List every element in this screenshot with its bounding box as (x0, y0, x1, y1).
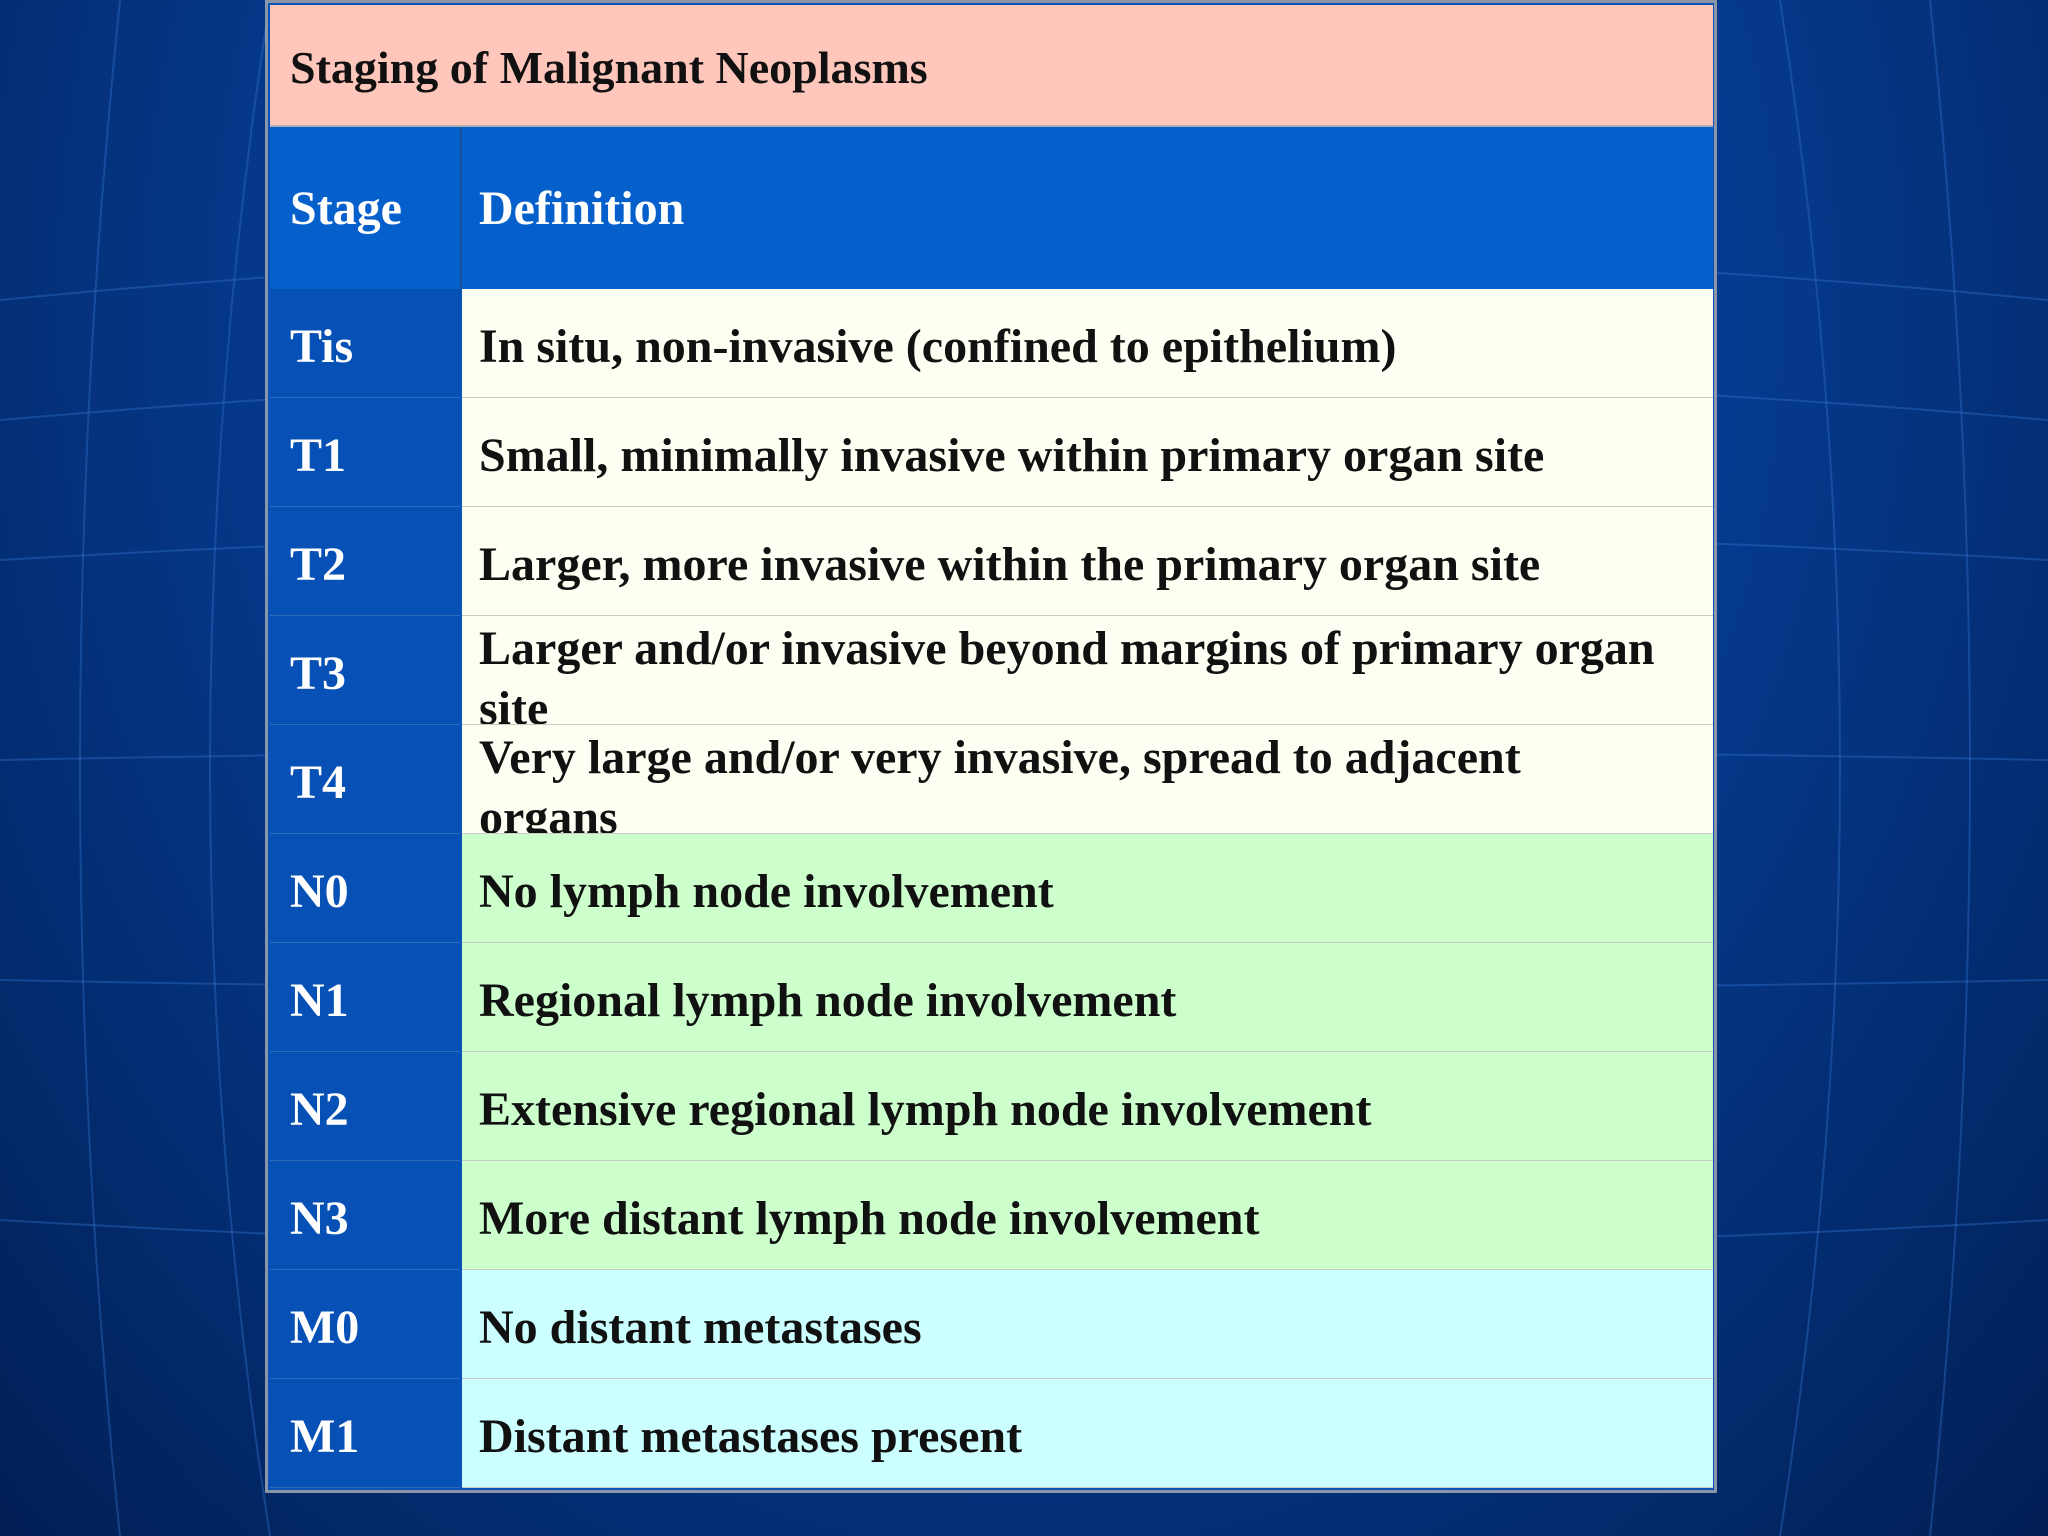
table-row: T3 Larger and/or invasive beyond margins… (270, 616, 1713, 725)
definition-cell: No distant metastases (462, 1270, 1713, 1379)
definition-text: In situ, non-invasive (confined to epith… (479, 320, 1397, 373)
stage-label: M0 (290, 1301, 360, 1354)
definition-text: No lymph node involvement (479, 865, 1054, 918)
definition-cell: No lymph node involvement (462, 834, 1713, 943)
stage-label: N0 (290, 865, 349, 918)
definition-cell: Very large and/or very invasive, spread … (462, 725, 1713, 834)
stage-label: T1 (290, 429, 347, 482)
table-title-row: Staging of Malignant Neoplasms (270, 5, 1713, 127)
table-row: N2 Extensive regional lymph node involve… (270, 1052, 1713, 1161)
stage-cell: M0 (270, 1270, 460, 1379)
stage-cell: N3 (270, 1161, 460, 1270)
stage-cell: Tis (270, 289, 460, 398)
definition-text: Larger, more invasive within the primary… (479, 538, 1541, 591)
stage-label: N3 (290, 1192, 349, 1245)
definition-cell: More distant lymph node involvement (462, 1161, 1713, 1270)
stage-label: N1 (290, 974, 349, 1027)
stage-cell: N2 (270, 1052, 460, 1161)
table-row: N1 Regional lymph node involvement (270, 943, 1713, 1052)
definition-text: Regional lymph node involvement (479, 974, 1177, 1027)
stage-label: T3 (290, 647, 347, 700)
definition-text: No distant metastases (479, 1301, 922, 1354)
table-row: T2 Larger, more invasive within the prim… (270, 507, 1713, 616)
table-row: Tis In situ, non-invasive (confined to e… (270, 289, 1713, 398)
stage-cell: T2 (270, 507, 460, 616)
definition-cell: Larger and/or invasive beyond margins of… (462, 616, 1713, 725)
stage-label: T2 (290, 538, 347, 591)
table-row: N3 More distant lymph node involvement (270, 1161, 1713, 1270)
table-row: T1 Small, minimally invasive within prim… (270, 398, 1713, 507)
definition-column-header: Definition (479, 182, 685, 235)
stage-column-header: Stage (290, 182, 402, 235)
stage-label: M1 (290, 1410, 360, 1463)
definition-cell: Larger, more invasive within the primary… (462, 507, 1713, 616)
stage-cell: T3 (270, 616, 460, 725)
staging-table: Staging of Malignant Neoplasms Stage Def… (265, 0, 1717, 1493)
definition-cell: Distant metastases present (462, 1379, 1713, 1488)
table-row: T4 Very large and/or very invasive, spre… (270, 725, 1713, 834)
stage-cell: N1 (270, 943, 460, 1052)
definition-text: Distant metastases present (479, 1410, 1023, 1463)
stage-label: Tis (290, 320, 354, 373)
definition-cell: Extensive regional lymph node involvemen… (462, 1052, 1713, 1161)
definition-text: More distant lymph node involvement (479, 1192, 1260, 1245)
table-header-row: Stage Definition (270, 127, 1713, 289)
table-row: M0 No distant metastases (270, 1270, 1713, 1379)
table-row: M1 Distant metastases present (270, 1379, 1713, 1488)
definition-cell: Small, minimally invasive within primary… (462, 398, 1713, 507)
definition-text: Larger and/or invasive beyond margins of… (479, 622, 1655, 725)
definition-cell: In situ, non-invasive (confined to epith… (462, 289, 1713, 398)
stage-cell: M1 (270, 1379, 460, 1488)
definition-text: Very large and/or very invasive, spread … (479, 731, 1521, 834)
definition-cell: Regional lymph node involvement (462, 943, 1713, 1052)
table-title: Staging of Malignant Neoplasms (290, 42, 928, 93)
stage-label: T4 (290, 756, 347, 809)
table-row: N0 No lymph node involvement (270, 834, 1713, 943)
stage-cell: T4 (270, 725, 460, 834)
definition-text: Extensive regional lymph node involvemen… (479, 1083, 1372, 1136)
definition-text: Small, minimally invasive within primary… (479, 429, 1545, 482)
stage-cell: N0 (270, 834, 460, 943)
stage-cell: T1 (270, 398, 460, 507)
stage-label: N2 (290, 1083, 349, 1136)
header-divider (460, 127, 462, 289)
